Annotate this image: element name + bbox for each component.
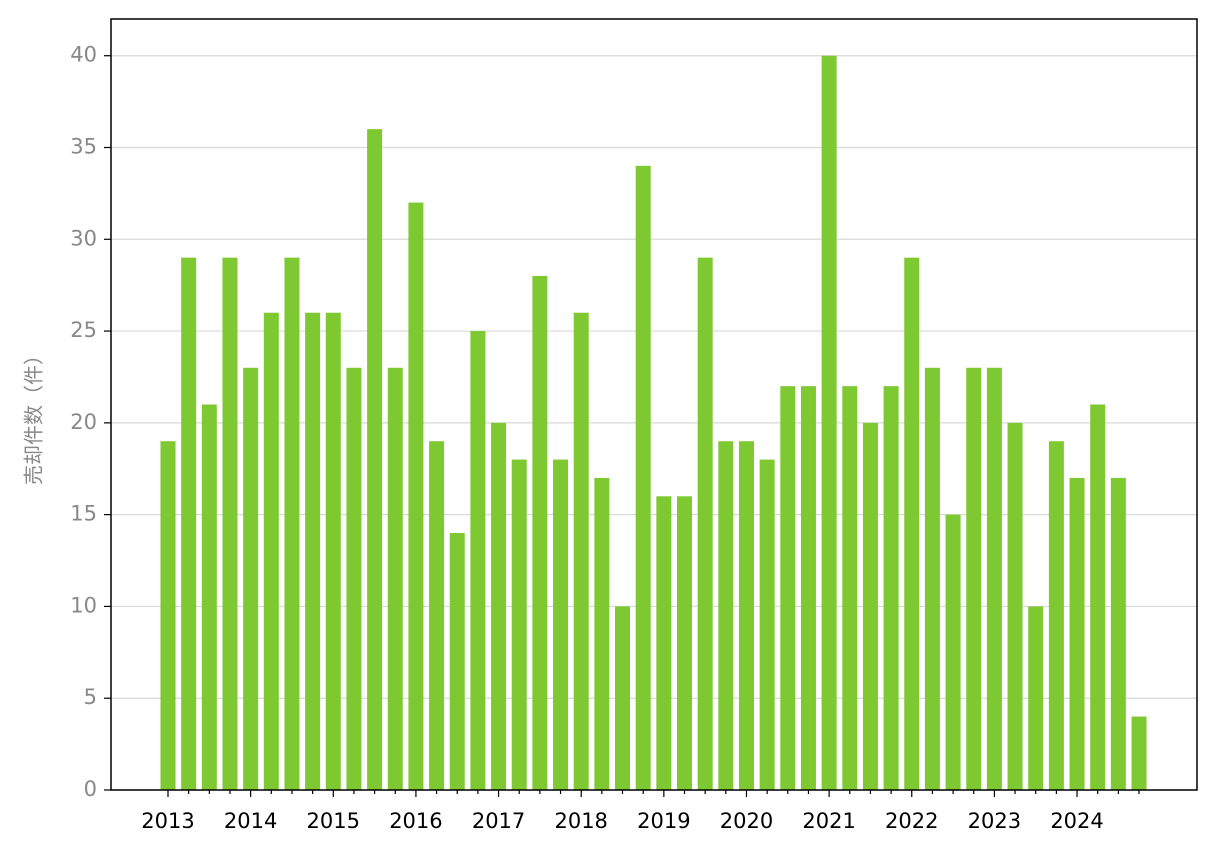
bar xyxy=(160,441,176,790)
bar xyxy=(677,496,692,790)
bar xyxy=(1090,404,1106,790)
bar xyxy=(408,202,424,791)
bar xyxy=(222,257,238,791)
bar xyxy=(387,367,403,790)
bar xyxy=(759,459,775,790)
bar xyxy=(553,459,569,790)
bar xyxy=(842,386,858,790)
x-tick-label: 2013 xyxy=(141,809,194,833)
bar xyxy=(904,257,920,791)
y-tick-label: 35 xyxy=(70,135,97,159)
bar xyxy=(1110,477,1126,790)
x-tick-label: 2022 xyxy=(885,809,938,833)
y-tick-label: 25 xyxy=(70,318,97,342)
bar xyxy=(615,606,631,790)
x-tick-label: 2019 xyxy=(637,809,690,833)
y-axis-label: 売却件数（件） xyxy=(22,345,46,485)
bar xyxy=(966,367,982,790)
x-tick-label: 2024 xyxy=(1050,809,1103,833)
bar xyxy=(883,386,899,790)
x-tick-label: 2023 xyxy=(968,809,1021,833)
bar xyxy=(346,367,362,790)
y-tick-label: 0 xyxy=(84,777,97,801)
x-tick-label: 2016 xyxy=(389,809,442,833)
x-tick-label: 2021 xyxy=(802,809,855,833)
bar xyxy=(945,514,961,790)
bar xyxy=(780,386,796,790)
bar xyxy=(367,129,383,791)
bar xyxy=(1131,716,1147,790)
bar xyxy=(263,312,279,790)
bar xyxy=(305,312,321,790)
bar xyxy=(656,496,672,790)
bar xyxy=(821,55,837,790)
plot-frame xyxy=(110,18,1198,791)
bar xyxy=(635,165,651,790)
bar xyxy=(325,312,341,790)
x-tick-label: 2015 xyxy=(307,809,360,833)
bar xyxy=(449,533,465,790)
bar xyxy=(573,312,589,790)
bar xyxy=(511,459,527,790)
bar xyxy=(697,257,713,791)
bar xyxy=(1048,441,1064,790)
bar xyxy=(862,422,878,790)
x-tick-label: 2014 xyxy=(224,809,277,833)
x-tick-label: 2017 xyxy=(472,809,525,833)
bar xyxy=(1028,606,1044,790)
bar xyxy=(201,404,217,790)
bar xyxy=(243,367,259,790)
bar xyxy=(181,257,197,791)
bar xyxy=(491,422,507,790)
y-tick-label: 20 xyxy=(70,410,97,434)
y-tick-label: 15 xyxy=(70,502,97,526)
y-tick-label: 5 xyxy=(84,685,97,709)
bar xyxy=(1007,422,1023,790)
bar xyxy=(924,367,940,790)
y-tick-label: 40 xyxy=(70,43,97,67)
bar xyxy=(284,257,300,791)
bar xyxy=(738,441,754,790)
x-tick-label: 2018 xyxy=(554,809,607,833)
bar xyxy=(800,386,816,790)
bar xyxy=(429,441,445,790)
bar xyxy=(532,276,548,790)
bar xyxy=(470,331,486,790)
bar xyxy=(718,441,734,790)
bar xyxy=(594,477,610,790)
x-tick-label: 2020 xyxy=(720,809,773,833)
y-tick-label: 10 xyxy=(70,593,97,617)
bar xyxy=(986,367,1002,790)
bar xyxy=(1069,477,1085,790)
y-tick-label: 30 xyxy=(70,226,97,250)
